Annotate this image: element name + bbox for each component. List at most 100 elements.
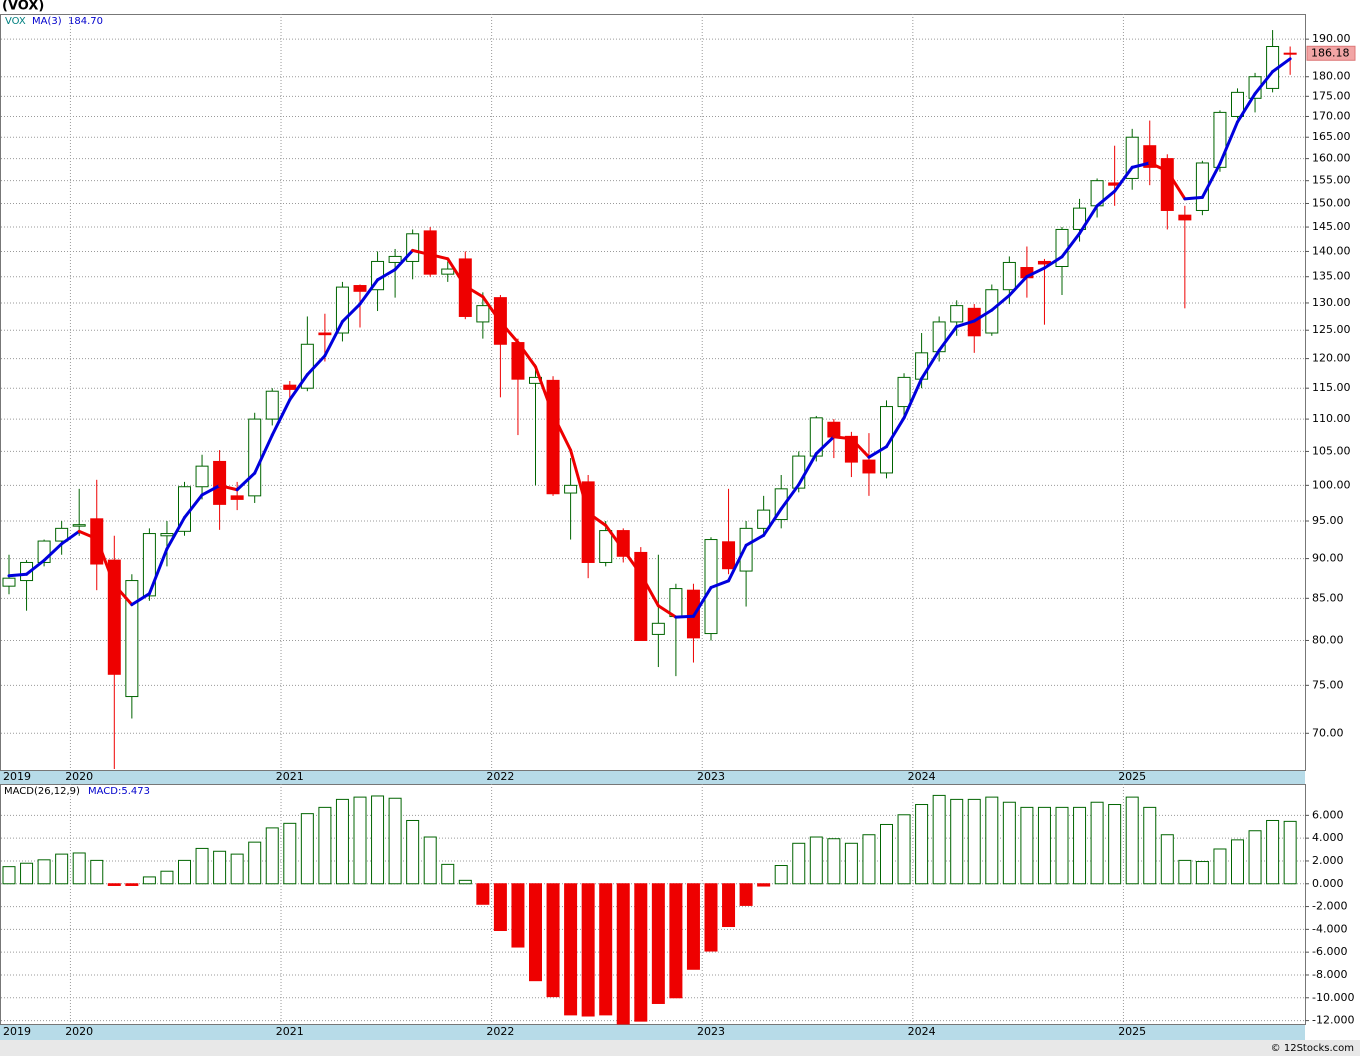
macd-bar [1160, 834, 1174, 885]
candle-body [213, 460, 227, 505]
x-tick-label: 2023 [697, 1025, 725, 1038]
x-tick-label: 2025 [1118, 1025, 1146, 1038]
macd-bar [1213, 848, 1227, 885]
candle-body [564, 484, 578, 494]
ma-line [112, 583, 134, 607]
candle-body [353, 285, 367, 292]
ma-line [481, 295, 502, 324]
y-tick-label: 0.000 [1312, 877, 1344, 890]
ma-line [60, 529, 81, 546]
ma-line [744, 533, 766, 547]
macd-bar [546, 883, 560, 998]
x-tick-label: 2022 [486, 770, 514, 783]
macd-bar [739, 883, 753, 906]
x-tick-label: 2021 [276, 1025, 304, 1038]
macd-bar [950, 798, 964, 885]
candle-body [195, 465, 209, 488]
macd-bar [809, 836, 823, 885]
y-tick-label: 4.000 [1312, 831, 1344, 844]
macd-bar [230, 853, 244, 885]
ma-line [1200, 162, 1222, 199]
ma-line [130, 592, 151, 607]
candle-body [283, 384, 297, 390]
candle-body [476, 305, 490, 323]
candle-body [1073, 207, 1087, 230]
ma-line [551, 413, 573, 452]
ma-line [779, 483, 801, 511]
ma-line [428, 253, 450, 261]
ma-line [691, 586, 713, 618]
candle-body [230, 495, 244, 500]
ma-line [516, 340, 537, 369]
macd-bar [897, 814, 911, 885]
macd-bar [1195, 861, 1209, 885]
ma-line [1165, 169, 1187, 201]
ma-line [656, 604, 678, 619]
candle-body [739, 527, 753, 572]
ma-line [1113, 165, 1134, 193]
x-tick-label: 2024 [908, 1025, 936, 1038]
ma-line [1148, 161, 1169, 173]
macd-bar [1248, 830, 1262, 885]
ma-line [885, 416, 906, 449]
y-tick-label: 135.00 [1312, 270, 1351, 283]
candle-body [1002, 261, 1016, 291]
macd-bar [915, 804, 929, 885]
macd-title: MACD(26,12,9) [4, 786, 80, 797]
candle-body [1213, 111, 1227, 168]
candle-body [634, 551, 648, 641]
y-tick-label: 100.00 [1312, 478, 1351, 491]
candle-body [125, 580, 139, 698]
ma-line [955, 319, 976, 329]
candle-body [1160, 158, 1174, 211]
macd-bar [844, 842, 858, 885]
ma-line [727, 543, 748, 583]
macd-bar [371, 795, 385, 885]
macd-bar [704, 883, 718, 952]
macd-bar [529, 883, 542, 982]
y-tick-label: 2.000 [1312, 854, 1344, 867]
macd-bar [283, 822, 297, 885]
macd-bar [423, 836, 437, 885]
ma-line [147, 547, 169, 596]
ma-line [1025, 266, 1046, 279]
macd-bar [827, 838, 841, 885]
chart-title: (VOX) [2, 0, 44, 14]
macd-bar [125, 883, 139, 886]
candle-body [335, 286, 349, 334]
candle-body [441, 268, 455, 275]
x-tick-label: 2022 [486, 1025, 514, 1038]
y-tick-label: 85.00 [1312, 591, 1344, 604]
y-tick-label: 140.00 [1312, 244, 1351, 257]
macd-bar [388, 797, 402, 885]
ma-line [867, 445, 888, 459]
candle-body [265, 390, 279, 420]
ma-line [709, 579, 731, 590]
ma-line [604, 523, 625, 552]
y-tick-label: -2.000 [1312, 900, 1347, 913]
y-tick-label: 6.000 [1312, 808, 1344, 821]
ma-line [534, 365, 555, 417]
ma-line [1236, 92, 1257, 124]
macd-bar [985, 796, 999, 885]
y-tick-label: 75.00 [1312, 678, 1344, 691]
candle-body [950, 305, 964, 323]
y-tick-label: -6.000 [1312, 945, 1347, 958]
macd-bar [142, 876, 156, 885]
candle-body [722, 541, 736, 570]
ma-line [902, 377, 924, 420]
y-tick-label: 190.00 [1312, 32, 1351, 45]
candle-body [1143, 145, 1157, 168]
x-tick-label: 2019 [3, 770, 31, 783]
ma-line [200, 484, 222, 497]
macd-bar [406, 819, 420, 885]
x-tick-label: 2023 [697, 770, 725, 783]
ma-line [621, 548, 643, 576]
candle-body [932, 321, 946, 353]
macd-bar [1055, 806, 1069, 885]
ma-line [323, 320, 344, 358]
ma-line [411, 248, 432, 257]
ma-line [1130, 161, 1152, 169]
candle-body [388, 255, 402, 263]
